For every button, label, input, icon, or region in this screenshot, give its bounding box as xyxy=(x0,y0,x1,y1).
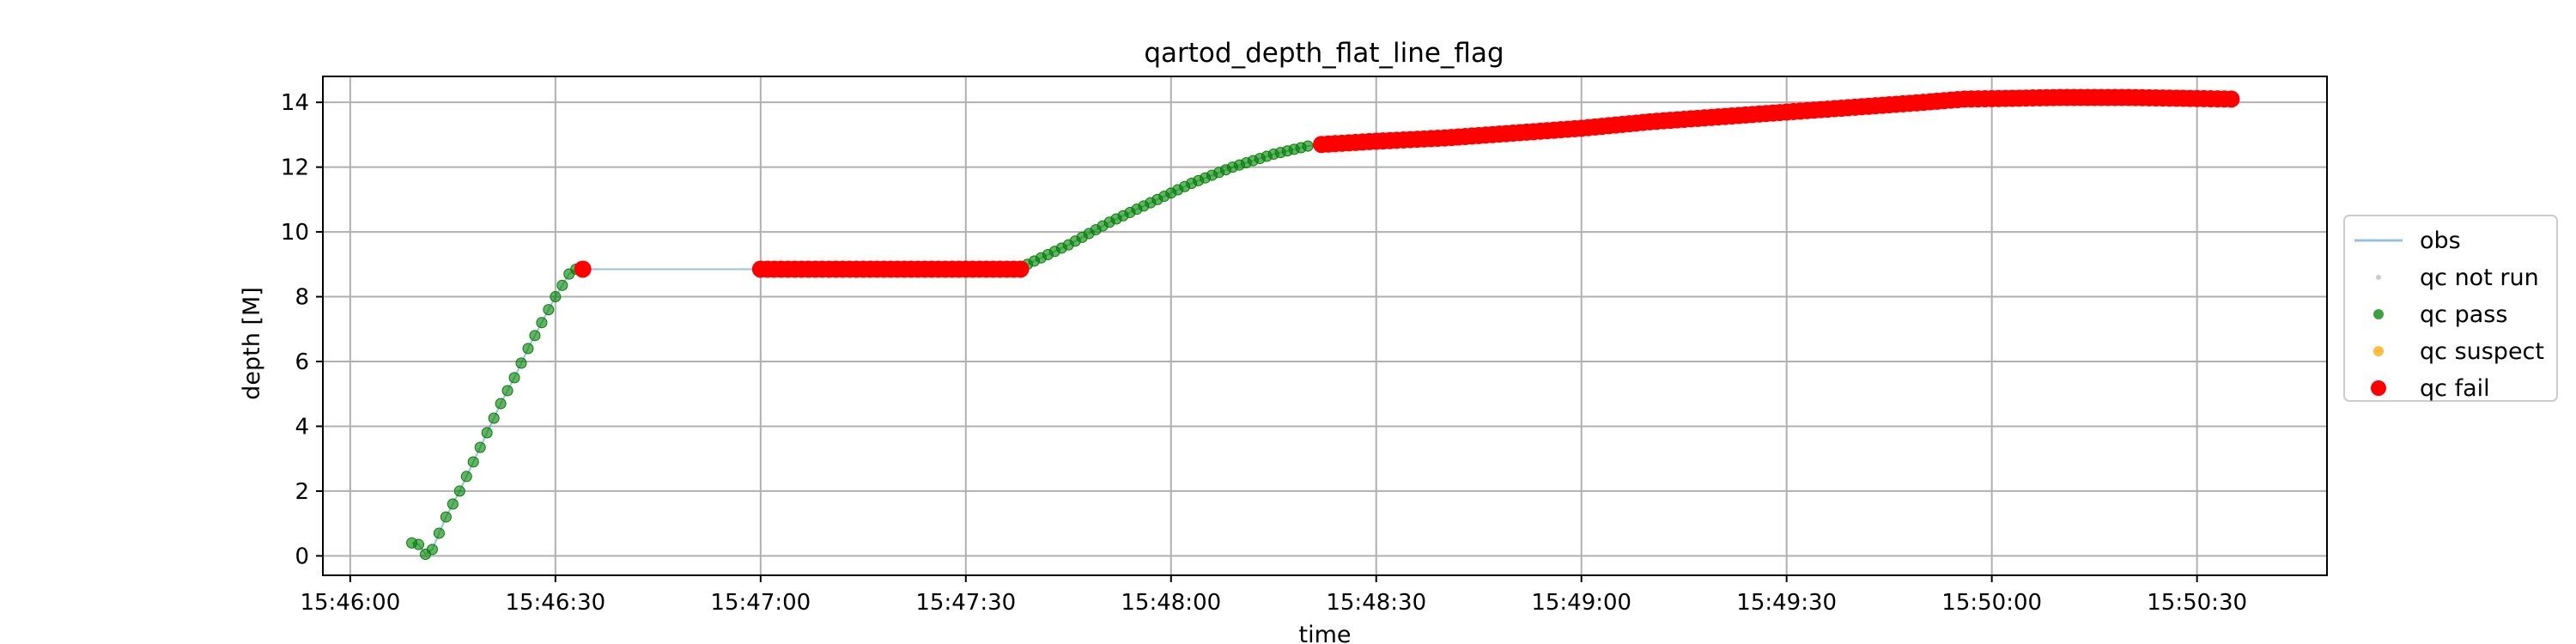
legend-marker-swatch xyxy=(2371,380,2386,396)
legend-marker-swatch xyxy=(2376,275,2381,280)
y-tick-label: 0 xyxy=(295,544,309,569)
x-tick-label: 15:46:30 xyxy=(505,590,605,616)
qc-pass-point xyxy=(543,304,555,316)
legend-items: obs qc not run qc pass qc suspect qc fail xyxy=(2354,228,2544,402)
qc-pass-point xyxy=(522,343,534,355)
qc-pass-point xyxy=(440,511,452,523)
obs-series-line xyxy=(411,96,2232,556)
y-tick-label: 4 xyxy=(295,414,309,440)
qc-pass-point xyxy=(501,385,513,397)
x-tick-label: 15:49:30 xyxy=(1736,590,1837,616)
qc-pass-point xyxy=(413,538,425,550)
qc-pass-point xyxy=(1302,140,1314,152)
x-axis-ticks: 15:46:00 15:46:30 15:47:00 15:47:30 15:48:00… xyxy=(300,575,2247,616)
qc-pass-point xyxy=(550,291,562,303)
legend-marker-swatch xyxy=(2373,309,2384,319)
legend-box xyxy=(2343,215,2558,402)
qc-pass-point xyxy=(447,498,459,510)
qc-pass-point xyxy=(488,412,500,424)
x-tick-label: 15:48:30 xyxy=(1326,590,1426,616)
plot-area-frame xyxy=(322,76,2328,576)
y-tick-label: 6 xyxy=(295,349,309,375)
qc-pass-point xyxy=(495,398,507,410)
x-tick-label: 15:47:30 xyxy=(915,590,1016,616)
qc-fail-point xyxy=(2222,90,2240,108)
legend-item: qc not run xyxy=(2376,264,2539,291)
x-tick-label: 15:50:00 xyxy=(1941,590,2042,616)
legend-marker-swatch xyxy=(2373,346,2384,356)
x-tick-label: 15:47:00 xyxy=(710,590,811,616)
chart-title: qartod_depth_flat_line_flag xyxy=(1144,38,1504,69)
x-tick-label: 15:48:00 xyxy=(1121,590,1221,616)
y-axis-label: depth [M] xyxy=(239,287,265,400)
legend-label: obs xyxy=(2420,228,2461,254)
legend-item: obs xyxy=(2354,228,2461,254)
y-tick-label: 14 xyxy=(281,90,309,116)
grid-lines xyxy=(323,76,2327,575)
qc-pass-point xyxy=(453,485,465,497)
legend-label: qc not run xyxy=(2420,264,2539,291)
y-tick-label: 8 xyxy=(295,285,309,311)
qc-pass-point xyxy=(474,441,486,453)
legend: obs qc not run qc pass qc suspect qc fail xyxy=(2343,215,2558,402)
legend-label: qc fail xyxy=(2420,375,2490,402)
qc-pass-point xyxy=(529,330,541,342)
x-tick-label: 15:46:00 xyxy=(300,590,400,616)
legend-label: qc suspect xyxy=(2420,338,2544,365)
qc-fail-point xyxy=(574,260,592,278)
qc-pass-point xyxy=(536,317,548,329)
qc-pass-point xyxy=(481,427,493,439)
qc-fail-point xyxy=(1012,260,1030,278)
legend-item: qc fail xyxy=(2371,375,2490,402)
y-axis-ticks: 0 2 4 6 8 10 12 14 xyxy=(281,90,323,569)
y-tick-label: 12 xyxy=(281,155,309,181)
qc-pass-point xyxy=(460,471,472,483)
x-axis-label: time xyxy=(1298,622,1351,644)
legend-label: qc pass xyxy=(2420,301,2507,328)
legend-item: qc pass xyxy=(2373,301,2507,328)
x-tick-label: 15:50:30 xyxy=(2147,590,2247,616)
qc-pass-point xyxy=(508,372,520,384)
qc-pass-point xyxy=(433,527,445,539)
qc-pass-point xyxy=(467,456,479,468)
qc-pass-point xyxy=(556,279,568,291)
y-tick-label: 10 xyxy=(281,220,309,246)
data-points xyxy=(406,88,2240,560)
x-tick-label: 15:49:00 xyxy=(1531,590,1631,616)
qc-pass-point xyxy=(426,544,438,556)
legend-item: qc suspect xyxy=(2373,338,2544,365)
qc-pass-point xyxy=(515,357,527,369)
y-tick-label: 2 xyxy=(295,479,309,505)
